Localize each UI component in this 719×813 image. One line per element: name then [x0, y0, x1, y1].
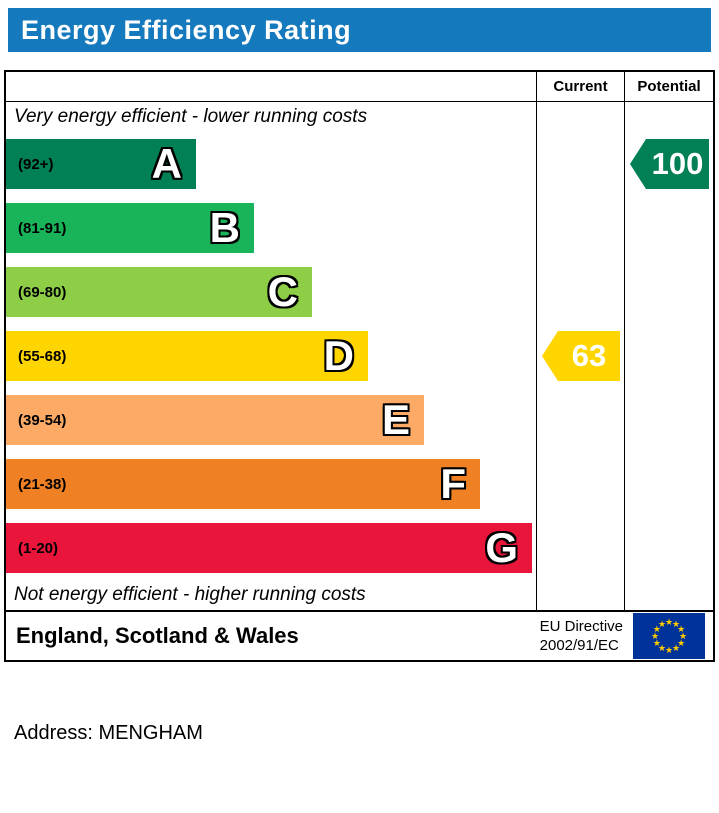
bands: (92+) A (81-91) B (69-80) C	[6, 132, 536, 580]
current-rating-pointer: 63	[542, 331, 620, 381]
page-title: Energy Efficiency Rating	[21, 14, 352, 45]
potential-column: 100	[624, 102, 713, 610]
band-letter: D	[323, 332, 354, 379]
svg-text:★: ★	[672, 619, 680, 629]
band-bar-f: (21-38) F	[6, 459, 480, 509]
caption-top: Very energy efficient - lower running co…	[14, 106, 368, 127]
band-row-e: (39-54) E	[6, 388, 536, 452]
band-range: (55-68)	[18, 347, 67, 365]
current-rating-value: 63	[558, 331, 620, 381]
band-row-d: (55-68) D	[6, 324, 536, 388]
band-letter: C	[267, 268, 298, 315]
left-arrow-icon	[630, 139, 646, 189]
left-arrow-icon	[542, 331, 558, 381]
band-bar-b: (81-91) B	[6, 203, 254, 253]
band-letter: A	[151, 140, 182, 187]
potential-rating-value: 100	[646, 139, 709, 189]
band-range: (39-54)	[18, 411, 67, 429]
band-row-b: (81-91) B	[6, 196, 536, 260]
epc-chart: Current Potential Very energy efficient …	[4, 70, 715, 662]
band-range: (1-20)	[18, 539, 59, 557]
eu-directive-line2: 2002/91/EC	[539, 637, 619, 654]
band-bar-g: (1-20) G	[6, 523, 532, 573]
footer-region-label: England, Scotland & Wales	[16, 623, 299, 648]
header-potential: Potential	[624, 72, 713, 101]
band-bar-a: (92+) A	[6, 139, 196, 189]
svg-text:★: ★	[651, 631, 659, 641]
band-bar-c: (69-80) C	[6, 267, 312, 317]
header-current: Current	[536, 72, 624, 101]
chart-header: Current Potential	[6, 72, 713, 102]
title-bar: Energy Efficiency Rating	[8, 8, 711, 52]
svg-text:★: ★	[677, 624, 685, 634]
chart-body: Very energy efficient - lower running co…	[6, 102, 713, 610]
band-row-c: (69-80) C	[6, 260, 536, 324]
band-row-f: (21-38) F	[6, 452, 536, 516]
eu-directive-line1: EU Directive	[539, 617, 623, 635]
eu-flag-icon: ★★★★★★★★★★★★	[633, 613, 705, 659]
caption-bottom: Not energy efficient - higher running co…	[14, 584, 366, 605]
band-range: (21-38)	[18, 475, 67, 493]
svg-text:★: ★	[665, 645, 673, 655]
svg-text:★: ★	[672, 643, 680, 653]
band-bar-e: (39-54) E	[6, 395, 424, 445]
band-letter: G	[485, 524, 518, 571]
svg-text:★: ★	[679, 631, 687, 641]
svg-text:★: ★	[658, 643, 666, 653]
address-label: Address:	[14, 722, 99, 744]
svg-text:★: ★	[665, 617, 673, 627]
svg-text:★: ★	[658, 619, 666, 629]
header-spacer	[6, 72, 536, 101]
band-range: (92+)	[18, 155, 54, 173]
svg-text:★: ★	[653, 624, 661, 634]
band-range: (69-80)	[18, 283, 67, 301]
chart-footer: England, Scotland & Wales EU Directive 2…	[6, 610, 713, 660]
band-letter: F	[440, 460, 466, 507]
band-letter: B	[209, 204, 240, 251]
band-letter: E	[381, 396, 410, 443]
address-line: Address: MENGHAM	[14, 722, 719, 745]
address-value: MENGHAM	[98, 722, 203, 744]
band-range: (81-91)	[18, 219, 67, 237]
svg-text:★: ★	[677, 638, 685, 648]
eu-directive-label: EU Directive 2002/91/EC	[540, 617, 623, 656]
band-row-a: (92+) A	[6, 132, 536, 196]
svg-text:★: ★	[653, 638, 661, 648]
band-bar-d: (55-68) D	[6, 331, 368, 381]
band-row-g: (1-20) G	[6, 516, 536, 580]
potential-rating-pointer: 100	[630, 139, 709, 189]
bands-column: Very energy efficient - lower running co…	[6, 102, 536, 610]
current-column: 63	[536, 102, 624, 610]
